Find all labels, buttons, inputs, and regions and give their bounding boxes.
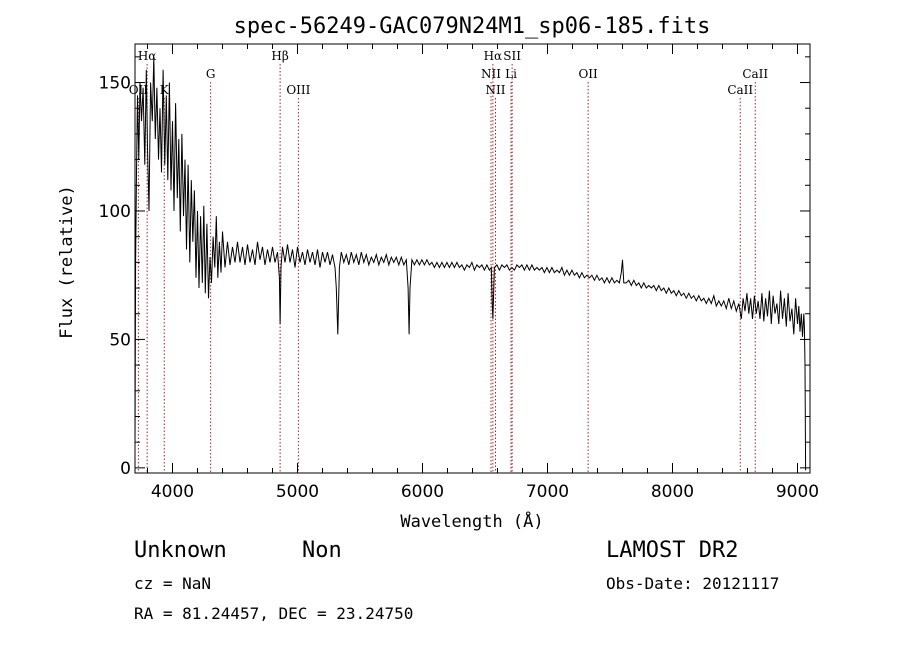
obs-date-text: Obs-Date: 20121117 <box>606 574 780 593</box>
spectral-line-label: NII <box>486 83 506 97</box>
class-label: Unknown <box>134 538 227 563</box>
y-tick-label: 150 <box>99 74 131 94</box>
spectral-line-label: Hα <box>138 49 157 63</box>
x-axis-label: Wavelength (Å) <box>400 510 543 532</box>
radec-text: RA = 81.24457, DEC = 23.24750 <box>134 604 414 623</box>
spectrum-series <box>135 56 807 471</box>
plot-axes: 4000 5000 6000 7000 8000 9000 0 50 100 150 <box>99 43 819 502</box>
chart-title: spec-56249-GAC079N24M1_sp06-185.fits <box>234 14 711 39</box>
y-axis-label: Flux (relative) <box>57 185 77 339</box>
y-tick-label: 100 <box>99 202 131 222</box>
x-tick-label: 5000 <box>276 482 319 502</box>
subclass-label: Non <box>302 538 342 563</box>
spectral-line-label: Li <box>505 67 517 81</box>
spectral-line-label: NII <box>481 67 501 81</box>
spectral-line-label: Hα <box>484 49 503 63</box>
spectral-line-label: CaII <box>727 83 753 97</box>
x-tick-label: 9000 <box>776 482 819 502</box>
survey-label: LAMOST DR2 <box>606 538 739 563</box>
x-tick-label: 6000 <box>401 482 444 502</box>
spectral-line-label: CaII <box>742 67 768 81</box>
spectral-line-label: OIII <box>286 83 310 97</box>
spectrum-line <box>135 56 807 471</box>
x-tick-label: 4000 <box>151 482 194 502</box>
spectral-line-label: K <box>160 83 170 97</box>
y-tick-label: 50 <box>109 330 131 350</box>
cz-text: cz = NaN <box>134 574 212 593</box>
x-tick-label: 7000 <box>526 482 569 502</box>
spectral-line-label: Hβ <box>271 49 288 63</box>
spectral-line-label: G <box>206 67 216 81</box>
spectral-line-label: OII <box>578 67 598 81</box>
spectral-line-label: SII <box>503 49 521 63</box>
y-tick-label: 0 <box>120 459 131 479</box>
plot-frame <box>134 43 811 474</box>
spectral-line-label: OII <box>129 83 149 97</box>
x-tick-label: 8000 <box>651 482 694 502</box>
